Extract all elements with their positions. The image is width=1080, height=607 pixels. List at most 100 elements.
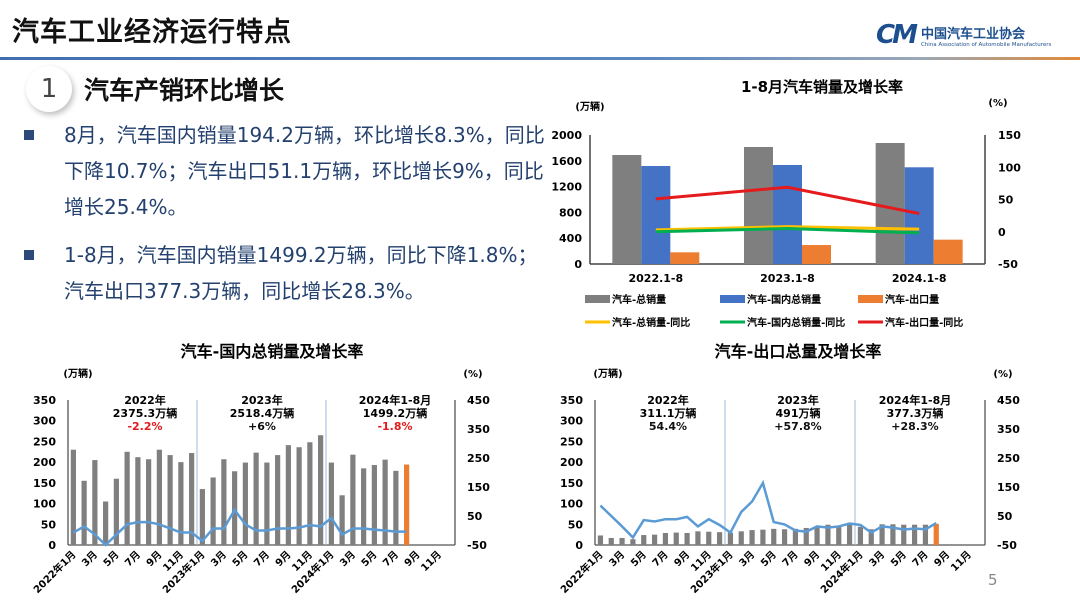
y2-tick-label: -50 xyxy=(467,539,487,552)
legend-swatch xyxy=(858,295,883,303)
bar-month xyxy=(716,532,723,545)
caam-logo: CM 中国汽车工业协会 China Association of Automob… xyxy=(876,20,1051,50)
y-tick-label: 100 xyxy=(33,498,56,511)
bar-month xyxy=(825,524,831,545)
annotation-year: 2022年 xyxy=(124,393,166,407)
y2-tick-label: 350 xyxy=(467,423,490,436)
bar-domestic xyxy=(773,164,802,264)
section-title: 汽车产销环比增长 xyxy=(84,76,285,105)
y2-axis-unit: (%) xyxy=(993,369,1012,380)
annotation-rate: +57.8% xyxy=(774,420,821,433)
bar-month xyxy=(103,501,109,545)
y-tick-label: 350 xyxy=(33,394,56,407)
y-tick-label: 300 xyxy=(560,415,583,428)
y2-tick-label: -50 xyxy=(997,539,1017,552)
y2-tick-label: 150 xyxy=(467,481,490,494)
bar-month xyxy=(318,435,324,545)
chart-export-monthly: 汽车-出口总量及增长率 (万辆) (%) 0 50 100 150 200 250 300 350 -… xyxy=(558,342,1021,596)
bar-month xyxy=(124,451,130,545)
bar-month xyxy=(695,531,701,545)
bar-month xyxy=(339,495,345,545)
bar-month xyxy=(836,525,842,545)
x-tick-label: 2022.1-8 xyxy=(628,272,683,285)
legend-label: 汽车-总销量 xyxy=(612,293,666,306)
bar-total xyxy=(612,154,642,264)
slide-title: 汽车工业经济运行特点 xyxy=(12,17,292,48)
x-tick-label: 5月 xyxy=(628,549,648,569)
annotation-volume: 2518.4万辆 xyxy=(230,406,294,420)
x-tick-label: 7月 xyxy=(780,549,800,569)
bar-month xyxy=(673,532,679,545)
logo-en-text: China Association of Automobile Manufact… xyxy=(920,41,1052,48)
bar-month xyxy=(684,532,690,545)
legend-label: 汽车-国内总销量-同比 xyxy=(747,316,845,329)
header-divider xyxy=(0,57,1080,60)
y2-axis-unit: (%) xyxy=(988,98,1007,109)
bar-month xyxy=(146,459,152,545)
legend-label: 汽车-出口量 xyxy=(885,293,939,306)
y2-tick-label: 50 xyxy=(998,194,1014,207)
y2-tick-label: 50 xyxy=(997,510,1013,523)
x-tick-label: 3月 xyxy=(338,549,358,569)
y-tick-label: 150 xyxy=(33,477,56,490)
bar-export xyxy=(802,245,831,264)
x-tick-label: 2024.1-8 xyxy=(892,272,947,285)
annotation-rate: 54.4% xyxy=(649,420,687,433)
y2-tick-label: 350 xyxy=(997,423,1020,436)
x-tick-label: 3月 xyxy=(867,549,887,569)
bar-month xyxy=(619,537,625,545)
legend-label: 汽车-国内总销量 xyxy=(747,293,821,306)
bar-month xyxy=(901,524,907,545)
y-tick-label: 0 xyxy=(575,539,583,552)
y-tick-label: 800 xyxy=(559,206,582,219)
x-tick-label: 5月 xyxy=(101,549,121,569)
bar-month xyxy=(92,460,98,545)
bar-domestic xyxy=(904,167,934,264)
bullet-text: 1-8月，汽车国内销量1499.2万辆，同比下降1.8%；汽车出口377.3万辆… xyxy=(64,243,538,303)
y2-tick-label: 250 xyxy=(997,452,1020,465)
y2-tick-label: 0 xyxy=(998,226,1006,239)
annotation-volume: 2375.3万辆 xyxy=(113,406,177,420)
bar-month xyxy=(662,532,669,545)
y-tick-label: 0 xyxy=(48,539,56,552)
chart-title: 1-8月汽车销量及增长率 xyxy=(741,78,903,96)
annotation-year: 2023年 xyxy=(241,393,283,407)
bar-total xyxy=(744,146,773,264)
bar-month xyxy=(749,530,755,545)
annotation-year: 2024年1-8月 xyxy=(879,393,952,407)
x-tick-label: 3月 xyxy=(80,549,100,569)
y-tick-label: 50 xyxy=(568,518,584,531)
y-tick-label: 2000 xyxy=(551,129,582,142)
bar-month xyxy=(911,524,918,545)
x-tick-label: 5月 xyxy=(359,549,379,569)
y2-tick-label: 450 xyxy=(997,394,1020,407)
bar-month xyxy=(307,442,313,545)
bullet-item: 1-8月，汽车国内销量1499.2万辆，同比下降1.8%；汽车出口377.3万辆… xyxy=(18,237,548,309)
annotation-rate: -1.8% xyxy=(377,420,412,433)
y-tick-label: 1200 xyxy=(551,181,582,194)
growth-rate-line xyxy=(72,507,407,547)
bar-month xyxy=(393,470,399,545)
legend-swatch xyxy=(585,295,610,303)
section-number-badge: 1 xyxy=(26,66,72,112)
logo-cn-text: 中国汽车工业协会 xyxy=(920,26,1025,42)
y-tick-label: 1600 xyxy=(551,155,582,168)
x-tick-label: 2023.1-8 xyxy=(760,272,815,285)
bar-month xyxy=(167,455,173,545)
bar-month xyxy=(641,535,647,545)
x-tick-label: 7月 xyxy=(123,549,143,569)
x-tick-label: 3月 xyxy=(737,549,757,569)
y2-axis-unit: (%) xyxy=(463,369,482,380)
x-tick-label: 5月 xyxy=(230,549,250,569)
bar-month xyxy=(221,459,227,545)
growth-rate-line xyxy=(599,479,937,540)
y-tick-label: 0 xyxy=(574,258,582,271)
y2-tick-label: 150 xyxy=(998,129,1021,142)
x-tick-label: 11月 xyxy=(419,549,444,574)
y2-tick-label: 100 xyxy=(998,161,1021,174)
bar-month xyxy=(210,477,216,545)
bar-export xyxy=(670,252,700,264)
caam-logo-mark: CM xyxy=(876,20,918,50)
bar-month xyxy=(371,465,377,545)
bar-month xyxy=(70,449,76,545)
